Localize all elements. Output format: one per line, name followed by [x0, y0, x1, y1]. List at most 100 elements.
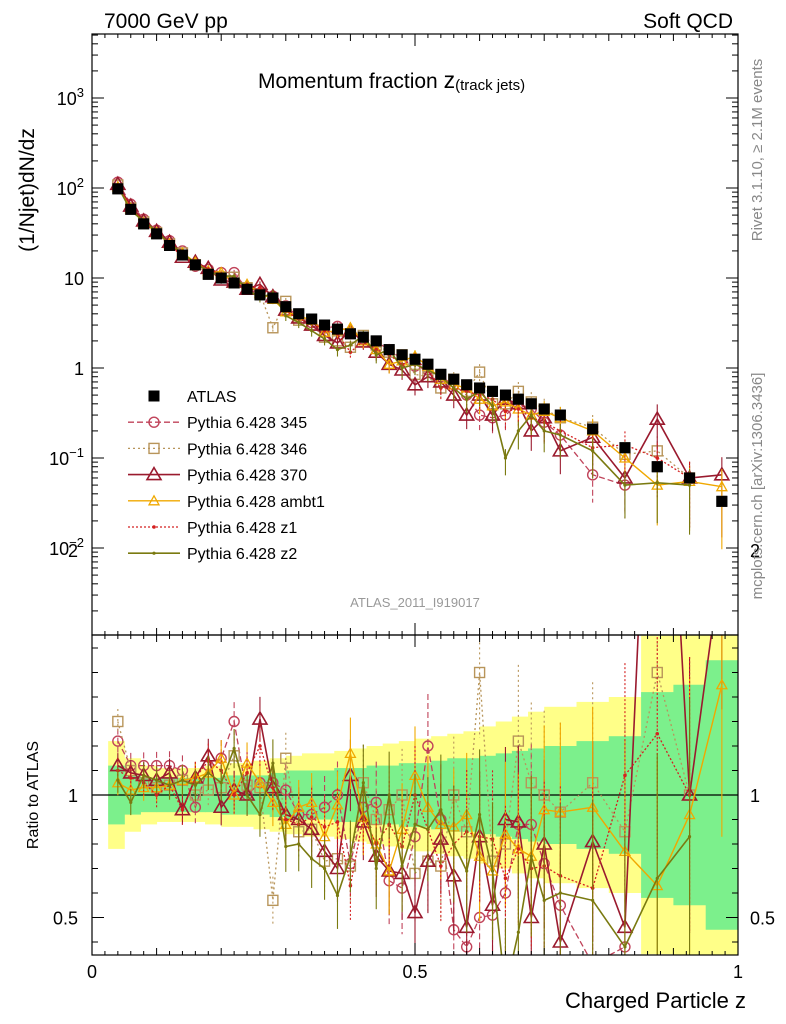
- atlas-point: [267, 292, 279, 304]
- ratio-data-point: [439, 808, 443, 812]
- data-point: [374, 353, 378, 357]
- y-axis-label: (1/Njet)dN/dz: [16, 128, 39, 252]
- legend-marker: [148, 390, 160, 402]
- data-point: [473, 366, 486, 378]
- ratio-y-tick-label-right: 0.5: [750, 909, 775, 929]
- ratio-data-point: [591, 898, 595, 902]
- data-point: [655, 456, 660, 460]
- legend-label: Pythia 6.428 ambt1: [187, 494, 325, 511]
- ratio-data-point: [128, 776, 133, 780]
- ratio-data-point: [687, 835, 692, 839]
- data-point: [335, 348, 340, 352]
- data-point: [383, 357, 396, 369]
- y-tick-label: 102: [57, 175, 84, 199]
- atlas-point: [448, 373, 460, 385]
- ratio-y-tick-label-right: 2: [750, 541, 760, 561]
- ratio-data-point: [335, 820, 340, 824]
- mcplots-reference-label: mcplots.cern.ch [arXiv:1306.3436]: [749, 373, 766, 600]
- x-tick-label: 1: [733, 962, 743, 982]
- atlas-point: [164, 239, 176, 251]
- ratio-data-point: [258, 744, 262, 748]
- ratio-data-point: [112, 715, 124, 728]
- legend-label: Pythia 6.428 345: [187, 415, 307, 432]
- ratio-series-group: [92, 635, 738, 992]
- legend-marker: [152, 525, 156, 529]
- atlas-point: [241, 283, 253, 295]
- legend-entry: ATLAS: [148, 389, 237, 406]
- legend-entry: Pythia 6.428 ambt1: [128, 494, 325, 511]
- y-tick-label: 10: [64, 269, 84, 289]
- ratio-data-point: [542, 898, 546, 902]
- atlas-point: [487, 385, 499, 397]
- ratio-data-point: [253, 776, 267, 788]
- data-point: [499, 395, 512, 407]
- data-point: [400, 366, 404, 370]
- ratio-data-point: [284, 844, 288, 849]
- series-line: [117, 184, 691, 479]
- ratio-y-tick-label-left: 2: [68, 541, 78, 561]
- legend-label: Pythia 6.428 z2: [187, 546, 297, 563]
- ratio-data-point: [529, 854, 533, 858]
- ratio-data-point: [180, 778, 185, 782]
- atlas-point: [306, 313, 318, 325]
- ratio-data-point: [503, 876, 508, 881]
- data-point: [267, 322, 279, 334]
- atlas-point: [370, 335, 382, 347]
- ratio-data-point: [297, 842, 301, 846]
- data-point: [516, 429, 520, 433]
- data-point: [284, 314, 288, 318]
- data-point: [687, 483, 692, 487]
- legend-marker: [148, 416, 160, 428]
- ratio-data-point: [284, 817, 288, 822]
- data-point: [310, 329, 314, 333]
- data-point: [374, 347, 379, 352]
- ratio-data-point: [655, 876, 659, 880]
- legend-entry: Pythia 6.428 346: [128, 441, 307, 458]
- y-tick-label: 10−1: [49, 445, 84, 469]
- atlas-point: [125, 203, 137, 215]
- ratio-y-tick-label-left: 1: [68, 786, 78, 806]
- legend-label: Pythia 6.428 370: [187, 468, 307, 485]
- atlas-point: [684, 472, 696, 484]
- atlas-point: [344, 328, 356, 340]
- x-tick-label: 0: [87, 962, 97, 982]
- atlas-point: [396, 349, 408, 361]
- ratio-data-point: [267, 894, 279, 907]
- ratio-series-pythia-6-428-z2: [116, 698, 692, 992]
- atlas-point: [512, 393, 524, 405]
- atlas-point: [383, 344, 395, 356]
- data-point: [591, 449, 595, 453]
- data-point: [542, 429, 546, 433]
- ratio-data-point: [310, 857, 314, 861]
- ratio-data-point: [357, 810, 370, 822]
- ratio-data-point: [271, 785, 275, 790]
- x-axis-label: Charged Particle z: [565, 988, 746, 1013]
- atlas-point: [499, 389, 511, 401]
- ratio-data-point: [383, 864, 396, 876]
- ratio-data-point: [245, 793, 249, 797]
- ratio-data-point: [504, 989, 507, 992]
- legend-entry: Pythia 6.428 z1: [128, 520, 297, 537]
- legend-label: ATLAS: [187, 389, 237, 406]
- ratio-data-point: [387, 793, 391, 797]
- atlas-point: [554, 409, 566, 421]
- atlas-point: [474, 382, 486, 394]
- ratio-data-point: [258, 813, 262, 817]
- ratio-data-point: [193, 783, 197, 787]
- ratio-data-point: [180, 807, 185, 812]
- ratio-data-point: [155, 778, 159, 782]
- ratio-data-point: [361, 781, 365, 785]
- atlas-point: [112, 183, 124, 195]
- data-point: [490, 404, 495, 408]
- ratio-data-point: [309, 815, 314, 819]
- data-point: [529, 413, 533, 417]
- atlas-point: [280, 301, 292, 313]
- atlas-point: [202, 268, 214, 280]
- main-plot-frame: [91, 33, 739, 636]
- atlas-point: [228, 277, 240, 289]
- atlas-point: [254, 289, 266, 301]
- data-point: [558, 433, 562, 437]
- y-tick-label: 103: [57, 85, 84, 109]
- atlas-point: [176, 249, 188, 261]
